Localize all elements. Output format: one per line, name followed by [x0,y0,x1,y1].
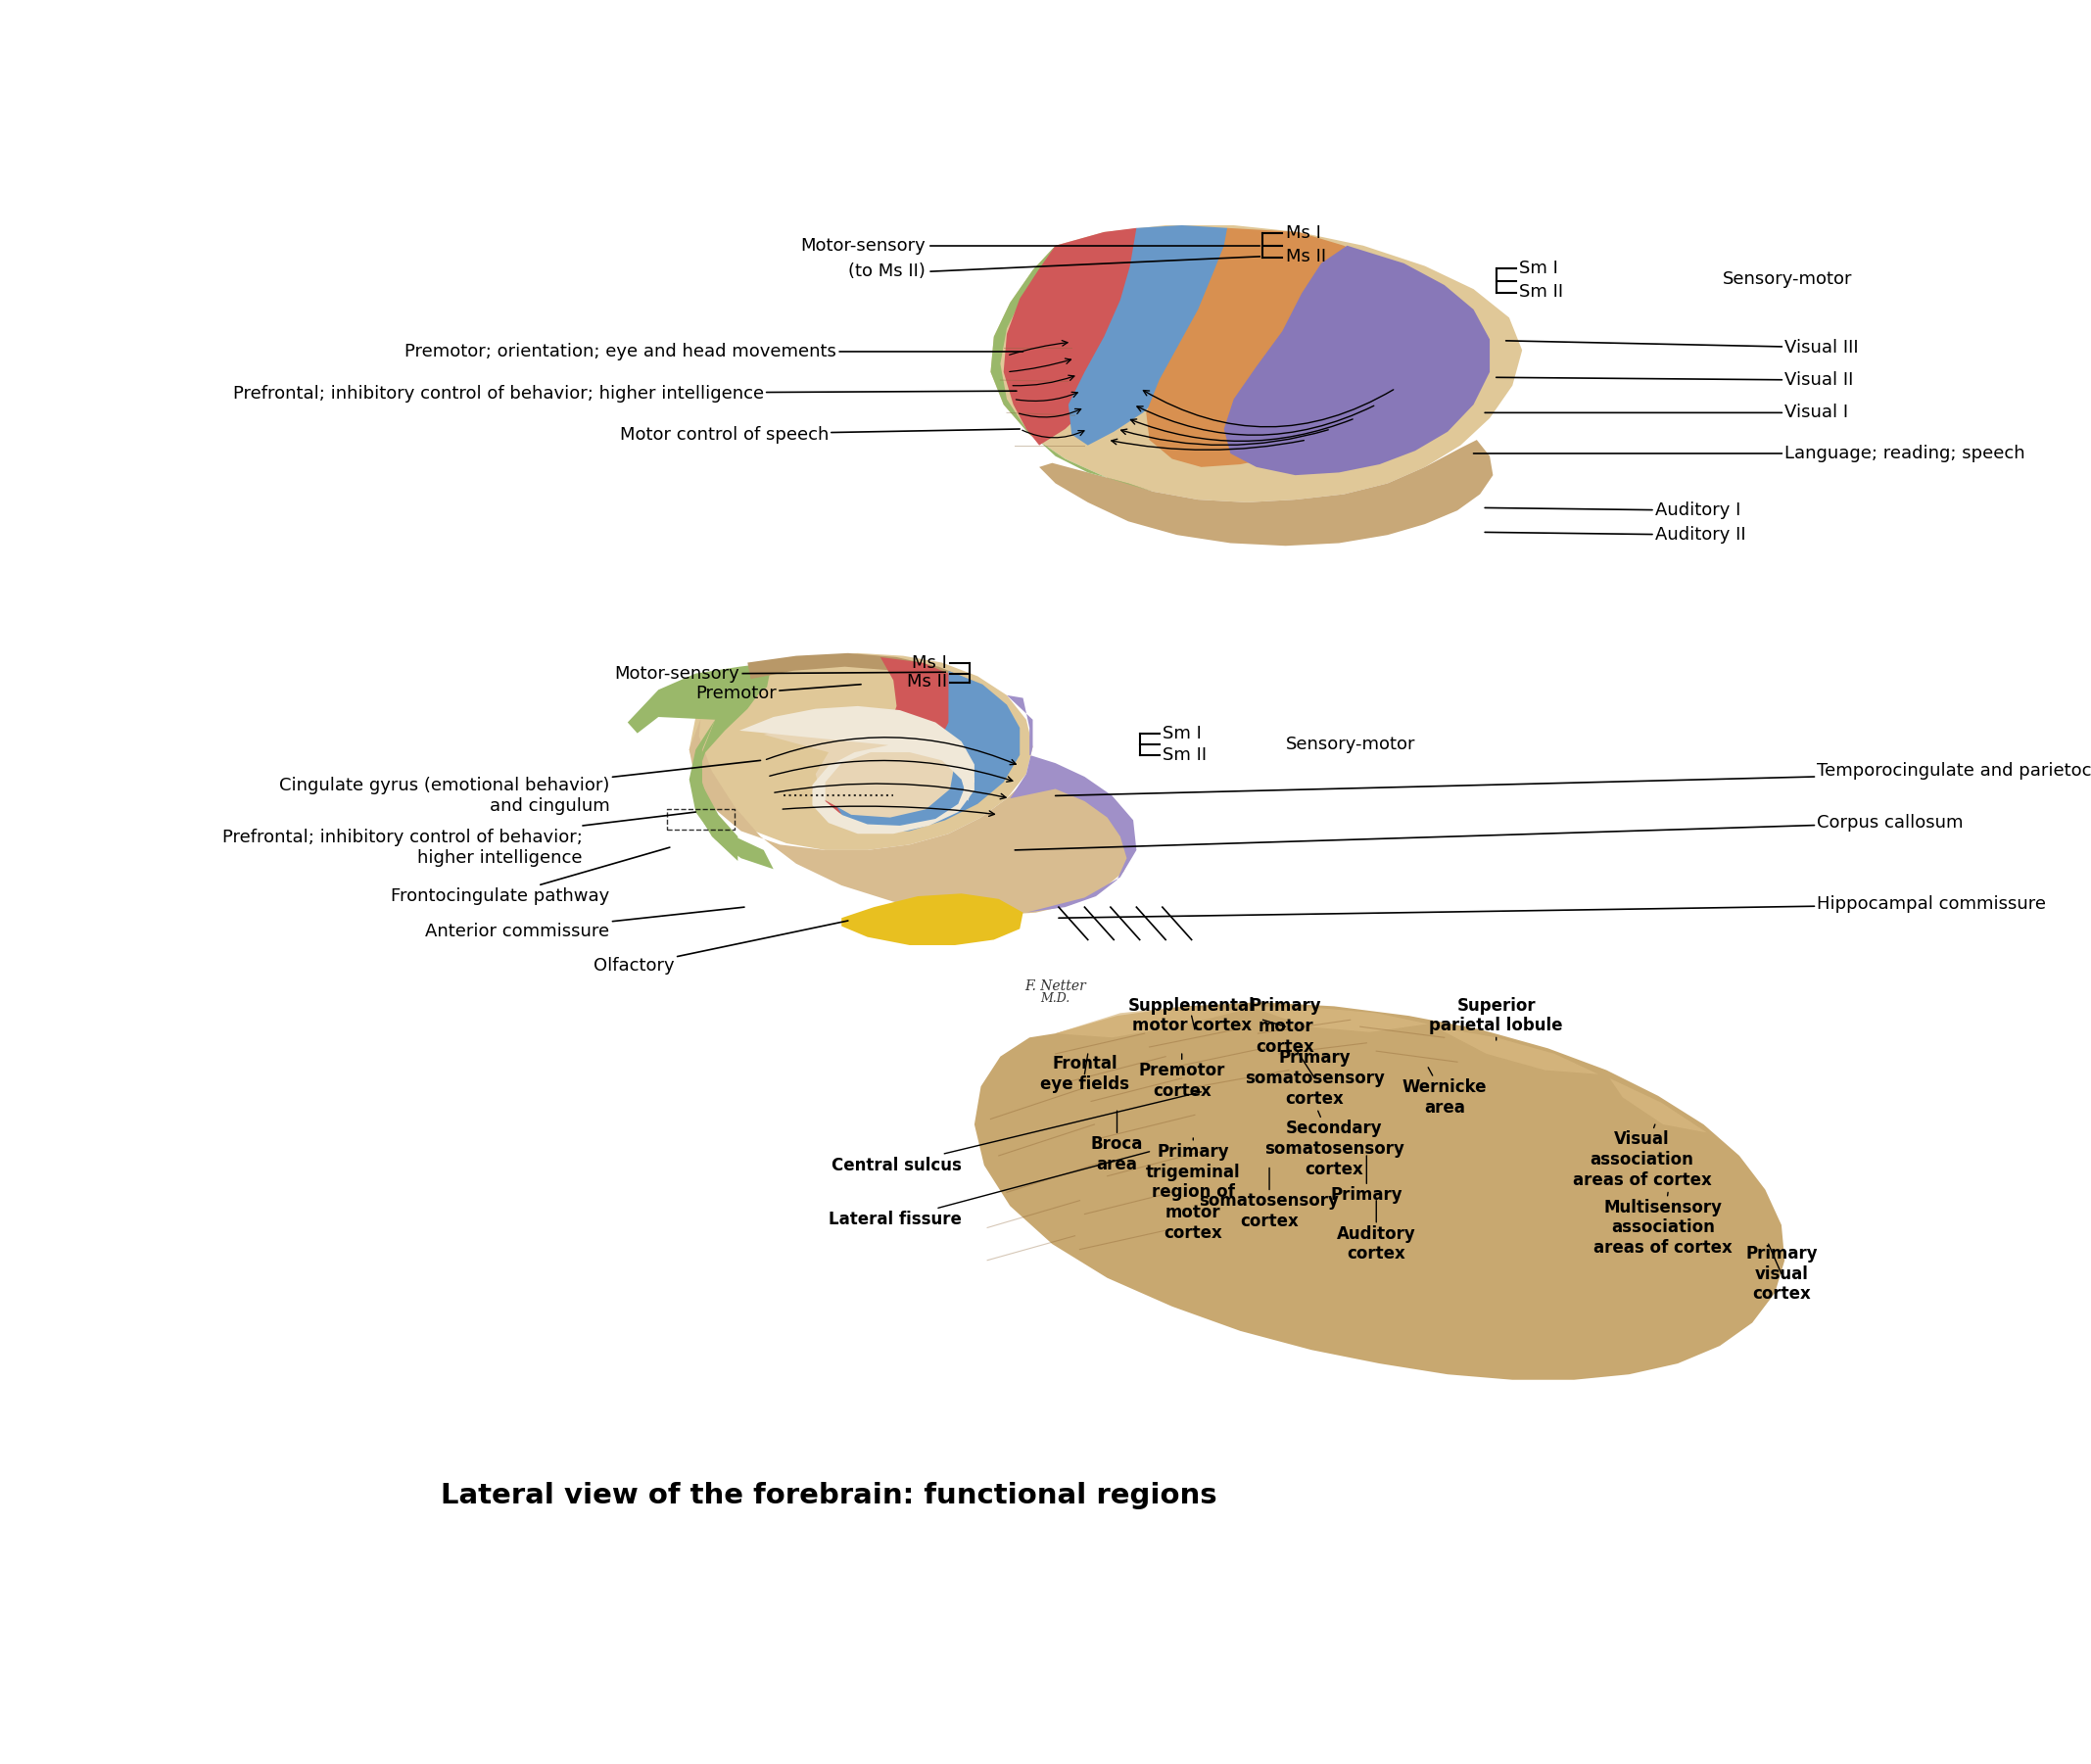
Polygon shape [991,226,1522,503]
Text: Sensory-motor: Sensory-motor [1286,736,1416,753]
Text: Sm I: Sm I [1518,259,1558,277]
Text: Supplemental
motor cortex: Supplemental motor cortex [1127,997,1255,1035]
Text: Primary
trigeminal
region of
motor
cortex: Primary trigeminal region of motor corte… [1146,1138,1240,1242]
Polygon shape [1004,228,1152,445]
Text: Premotor; orientation; eye and head movements: Premotor; orientation; eye and head move… [406,342,1022,360]
Text: Superior
parietal lobule: Superior parietal lobule [1430,997,1564,1041]
Text: M.D.: M.D. [1041,991,1071,1004]
Text: Ms II: Ms II [907,672,947,690]
Polygon shape [1069,226,1234,445]
Text: Sm I: Sm I [1163,725,1202,743]
Text: Secondary
somatosensory
cortex: Secondary somatosensory cortex [1265,1111,1405,1178]
Polygon shape [991,245,1152,492]
Text: Frontal
eye fields: Frontal eye fields [1039,1053,1129,1094]
Text: Sm II: Sm II [1163,746,1207,764]
Polygon shape [811,658,993,817]
Text: somatosensory
cortex: somatosensory cortex [1200,1168,1340,1230]
Text: Wernicke
area: Wernicke area [1401,1067,1487,1117]
Polygon shape [749,653,1016,780]
Text: (to Ms II): (to Ms II) [849,263,926,280]
Polygon shape [763,714,956,817]
Text: Motor-sensory: Motor-sensory [615,665,740,683]
Text: Visual I: Visual I [1485,404,1848,422]
Polygon shape [1434,1027,1598,1074]
Text: Motor control of speech: Motor control of speech [619,425,1020,443]
Text: Corpus callosum: Corpus callosum [1014,815,1963,850]
Text: Multisensory
association
areas of cortex: Multisensory association areas of cortex [1593,1192,1733,1258]
Polygon shape [1056,1005,1242,1037]
Text: Frontocingulate pathway: Frontocingulate pathway [391,847,669,905]
Polygon shape [627,663,774,870]
Text: Language; reading; speech: Language; reading; speech [1474,445,2026,462]
Text: Primary
motor
cortex: Primary motor cortex [1250,997,1322,1057]
Text: Prefrontal; inhibitory control of behavior; higher intelligence: Prefrontal; inhibitory control of behavi… [232,385,1016,402]
Text: Lateral fissure: Lateral fissure [828,1152,1150,1228]
Polygon shape [1039,439,1493,545]
Text: Anterior commissure: Anterior commissure [427,907,744,940]
Text: Visual III: Visual III [1506,339,1859,356]
Polygon shape [1223,245,1489,475]
Text: Visual II: Visual II [1497,370,1853,388]
Polygon shape [1008,695,1138,912]
Text: Primary
somatosensory
cortex: Primary somatosensory cortex [1244,1048,1384,1108]
Text: Ms II: Ms II [1286,247,1326,265]
Text: Lateral view of the forebrain: functional regions: Lateral view of the forebrain: functiona… [441,1482,1217,1508]
Polygon shape [974,1002,1784,1379]
Text: Premotor
cortex: Premotor cortex [1140,1053,1225,1101]
Text: Premotor: Premotor [696,684,861,702]
Text: Ms I: Ms I [1286,224,1322,242]
Text: Auditory I: Auditory I [1485,501,1740,519]
Polygon shape [1610,1078,1706,1132]
Text: Primary
visual
cortex: Primary visual cortex [1746,1244,1817,1304]
Text: Auditory II: Auditory II [1485,526,1746,543]
Text: Auditory
cortex: Auditory cortex [1336,1201,1416,1263]
Text: Ms I: Ms I [912,654,947,672]
Polygon shape [740,706,974,834]
Text: Primary: Primary [1330,1155,1403,1203]
Polygon shape [690,681,1133,916]
Polygon shape [1250,1005,1428,1032]
Polygon shape [836,670,1020,833]
Text: Central sulcus: Central sulcus [832,1092,1200,1175]
Text: F. Netter: F. Netter [1025,979,1085,993]
Polygon shape [690,653,1033,850]
Text: Prefrontal; inhibitory control of behavior;
higher intelligence: Prefrontal; inhibitory control of behavi… [222,811,696,866]
Polygon shape [841,894,1022,946]
Text: Cingulate gyrus (emotional behavior)
and cingulum: Cingulate gyrus (emotional behavior) and… [280,760,761,815]
Text: Motor-sensory: Motor-sensory [801,236,926,254]
Polygon shape [696,667,767,861]
Text: Sm II: Sm II [1518,282,1564,300]
Text: Olfactory: Olfactory [594,921,849,974]
Text: Sensory-motor: Sensory-motor [1723,272,1853,288]
Text: Hippocampal commissure: Hippocampal commissure [1058,896,2047,917]
Polygon shape [1146,228,1411,467]
Text: Visual
association
areas of cortex: Visual association areas of cortex [1572,1124,1710,1189]
Text: Broca
area: Broca area [1092,1111,1144,1173]
Text: Temporocingulate and parietocingulate pathway: Temporocingulate and parietocingulate pa… [1056,762,2091,796]
